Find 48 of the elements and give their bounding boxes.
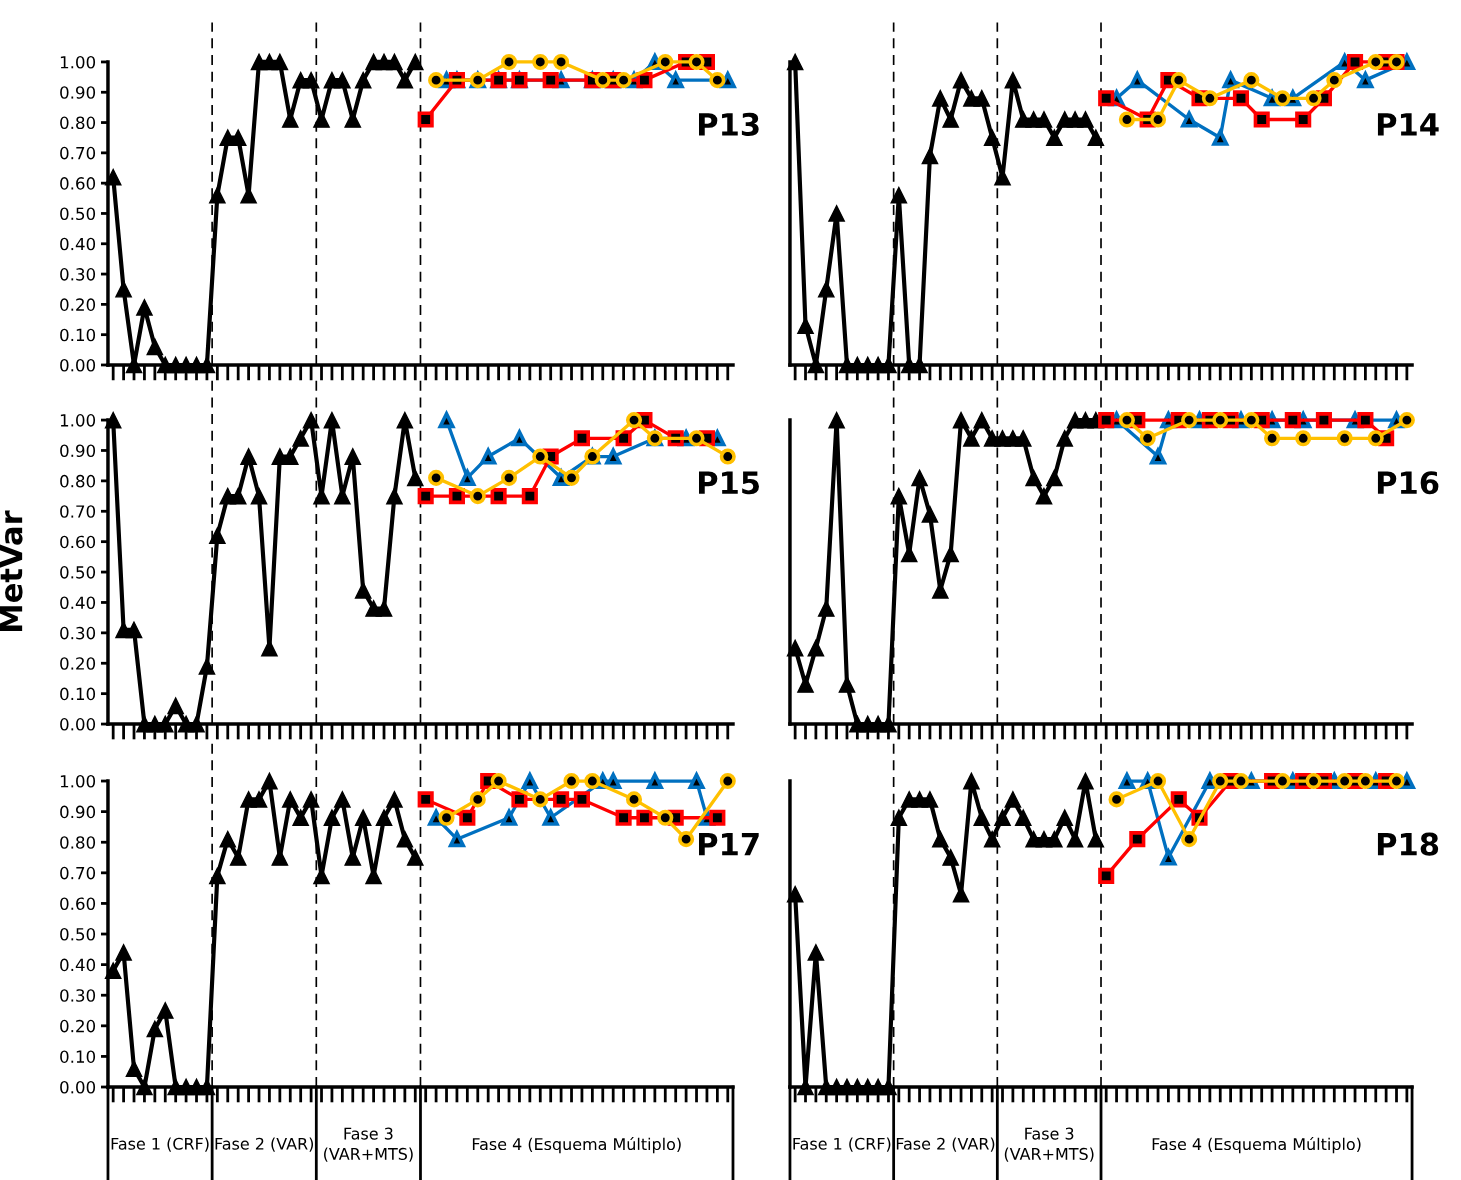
y-axis-title: MetVar [0,510,23,631]
y-tick-label: 0.30 [60,268,96,281]
y-tick-label: 0.60 [60,897,96,910]
y-tick-label: 0.20 [60,657,96,670]
text: Fase 3 (VAR+MTS) [1004,1127,1094,1162]
y-tick-label: 1.00 [60,55,96,69]
text: Fase 2 (VAR) [215,1137,314,1152]
y-tick-label: 0.10 [60,1050,96,1063]
y-tick-label: 0.30 [60,989,96,1002]
y-tick-label: 0.70 [60,505,96,518]
y-tick-label: 0.90 [60,444,96,458]
y-tick-label: 0.00 [60,1080,96,1094]
y-tick-label: 0.30 [60,626,96,640]
y-tick-label: 0.80 [60,836,96,849]
y-tick-label: 0.70 [60,866,96,880]
y-tick-label: 0.40 [60,596,96,610]
y-tick-label: 0.50 [60,927,96,941]
y-tick-label: 1.00 [60,414,96,427]
y-tick-label: 0.80 [60,474,96,488]
annotation: P17 [699,832,759,856]
text: Fase 2 (VAR) [896,1137,995,1152]
y-tick-label: 0.90 [60,86,96,99]
y-tick-label: 0.20 [60,1019,96,1033]
text: Fase 4 (Esquema Múltiplo) [1152,1137,1361,1154]
annotation: P18 [1377,832,1439,856]
y-tick-label: 0.00 [60,718,96,731]
y-tick-label: 0.80 [60,116,96,130]
y-tick-label: 0.40 [60,958,96,972]
annotation: P14 [1377,113,1439,136]
y-tick-label: 0.60 [60,535,96,549]
y-tick-label: 0.00 [60,358,96,372]
y-tick-label: 0.50 [60,566,96,579]
annotation: P13 [699,112,759,136]
annotation: P16 [1377,471,1439,495]
y-tick-label: 0.90 [60,805,96,819]
y-tick-label: 0.10 [60,687,96,701]
text: Fase 1 (CRF) [111,1137,209,1152]
y-tick-label: 0.10 [60,328,96,342]
y-tick-label: 0.50 [60,207,96,221]
y-tick-label: 0.70 [60,146,96,160]
text: Fase 1 (CRF) [793,1137,891,1152]
text: Fase 4 (Esquema Múltiplo) [472,1137,681,1154]
y-tick-label: 0.20 [60,298,96,311]
text: Fase 3 (VAR+MTS) [324,1127,413,1162]
y-tick-label: 0.40 [60,237,96,251]
y-tick-label: 1.00 [60,775,96,788]
annotation: P15 [699,471,759,495]
y-tick-label: 0.60 [60,177,96,190]
